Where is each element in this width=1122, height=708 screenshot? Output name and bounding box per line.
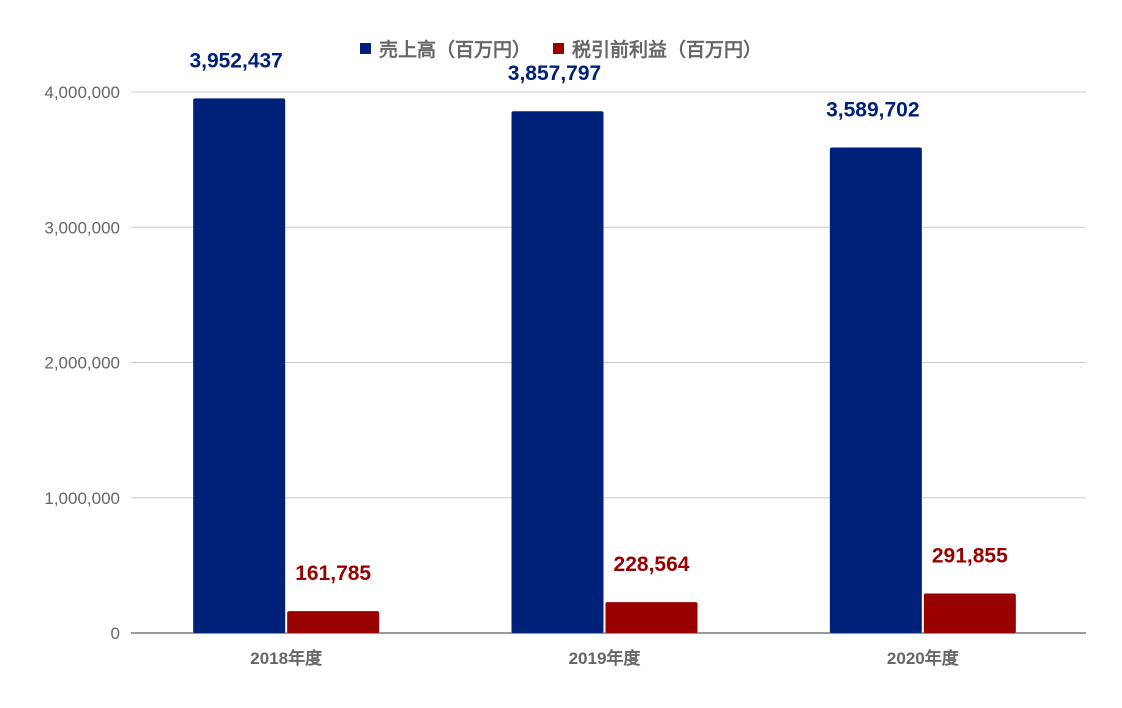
data-label-pretax-profit: 291,855 xyxy=(932,545,1008,568)
y-tick-label: 2,000,000 xyxy=(44,354,120,373)
bar-pretax-profit xyxy=(287,611,380,633)
legend-swatch-sales xyxy=(359,42,371,54)
y-tick-label: 0 xyxy=(111,624,120,643)
data-label-pretax-profit: 161,785 xyxy=(295,562,371,585)
x-tick-label: 2018年度 xyxy=(250,648,323,668)
legend-label-sales: 売上高（百万円） xyxy=(378,38,531,61)
chart-legend: 売上高（百万円） 税引前利益（百万円） xyxy=(0,33,1122,63)
bar-pretax-profit xyxy=(923,593,1016,633)
legend-item-sales: 売上高（百万円） xyxy=(359,35,531,62)
bar-sales xyxy=(511,111,604,633)
x-tick-label: 2020年度 xyxy=(887,648,960,668)
bar-pretax-profit xyxy=(605,602,698,633)
legend-swatch-pretax-profit xyxy=(553,42,564,54)
y-tick-label: 4,000,000 xyxy=(44,83,120,102)
data-label-sales: 3,857,797 xyxy=(508,62,601,85)
bar-sales xyxy=(829,147,922,633)
data-label-sales: 3,952,437 xyxy=(189,49,282,72)
y-tick-label: 1,000,000 xyxy=(44,489,120,508)
data-label-pretax-profit: 228,564 xyxy=(614,553,690,576)
bar-sales xyxy=(193,98,286,633)
y-tick-label: 3,000,000 xyxy=(44,218,120,237)
data-label-sales: 3,589,702 xyxy=(826,98,919,121)
legend-label-pretax-profit: 税引前利益（百万円） xyxy=(572,38,763,61)
x-tick-label: 2019年度 xyxy=(569,648,642,668)
legend-item-pretax-profit: 税引前利益（百万円） xyxy=(553,35,762,62)
